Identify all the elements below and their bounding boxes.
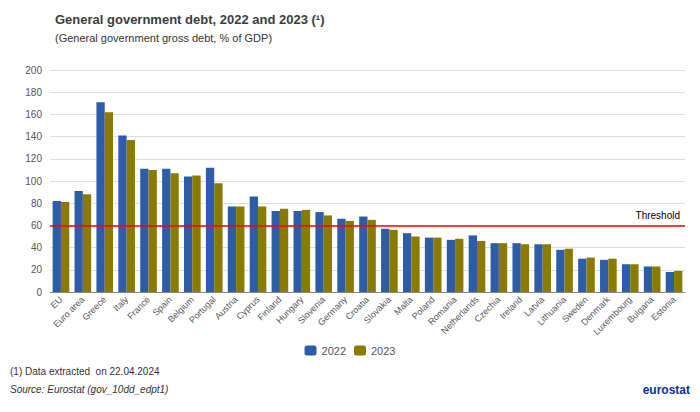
svg-text:Greece: Greece [80,294,108,322]
svg-text:France: France [125,294,152,321]
svg-text:Netherlands: Netherlands [439,294,481,336]
svg-text:Portugal: Portugal [187,294,218,325]
svg-text:Lithuania: Lithuania [535,294,568,327]
svg-text:80: 80 [31,198,43,209]
svg-text:Ireland: Ireland [498,294,525,321]
svg-text:Croatia: Croatia [343,294,371,322]
svg-text:200: 200 [25,65,42,76]
svg-text:Latvia: Latvia [522,294,547,319]
svg-text:Denmark: Denmark [579,294,612,328]
svg-text:Hungary: Hungary [274,294,306,326]
svg-text:Italy: Italy [111,294,130,313]
svg-text:Romania: Romania [426,294,459,327]
svg-text:20: 20 [31,264,43,275]
svg-text:Spain: Spain [150,294,174,318]
svg-text:Czechia: Czechia [472,294,502,324]
svg-text:120: 120 [25,153,42,164]
svg-text:EU: EU [49,294,65,310]
svg-text:Sweden: Sweden [560,294,590,325]
svg-text:(General government gross debt: (General government gross debt, % of GDP… [55,32,272,44]
svg-text:0: 0 [36,287,42,298]
svg-text:Slovenia: Slovenia [295,294,328,326]
svg-text:160: 160 [25,109,42,120]
svg-text:2023: 2023 [371,345,395,357]
svg-text:Threshold: Threshold [636,210,680,221]
svg-text:Estonia: Estonia [649,294,677,322]
svg-text:Finland: Finland [255,294,284,323]
svg-text:140: 140 [25,131,42,142]
svg-text:100: 100 [25,176,42,187]
svg-text:Source: Eurostat (gov_10dd_edp: Source: Eurostat (gov_10dd_edpt1) [10,384,168,395]
svg-text:Austria: Austria [213,294,240,321]
svg-text:General government debt, 2022: General government debt, 2022 and 2023 (… [55,12,324,27]
svg-text:Euro area: Euro area [51,294,86,329]
svg-text:Poland: Poland [409,294,437,322]
svg-text:Bulgaria: Bulgaria [625,294,655,324]
svg-text:2022: 2022 [322,345,346,357]
svg-text:Cyprus: Cyprus [234,294,262,322]
svg-text:eurostat: eurostat [643,383,690,397]
svg-text:Germany: Germany [316,294,350,328]
svg-text:60: 60 [31,220,43,231]
svg-text:(1) Data extracted on 22.04.2: (1) Data extracted on 22.04.2024 [10,366,160,377]
svg-text:180: 180 [25,87,42,98]
svg-text:Belgium: Belgium [165,294,196,325]
svg-text:Malta: Malta [392,294,415,318]
svg-text:Luxembourg: Luxembourg [591,294,634,337]
svg-text:Slovakia: Slovakia [362,294,393,325]
svg-text:40: 40 [31,242,43,253]
